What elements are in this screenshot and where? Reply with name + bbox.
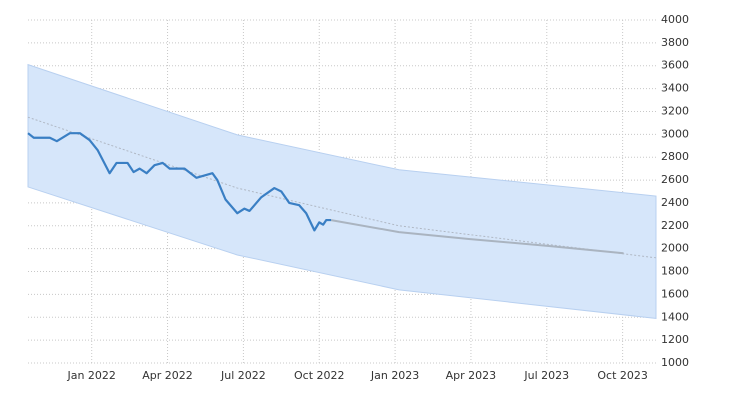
x-tick-label: Jan 2022 [66,369,115,382]
y-tick-label: 3000 [661,127,689,140]
x-tick-label: Oct 2022 [294,369,345,382]
y-tick-label: 3400 [661,82,689,95]
y-tick-label: 4000 [661,13,689,26]
y-tick-label: 2000 [661,242,689,255]
y-tick-label: 2200 [661,219,689,232]
y-tick-label: 3800 [661,36,689,49]
x-tick-label: Apr 2023 [446,369,497,382]
y-tick-label: 3200 [661,104,689,117]
y-tick-label: 2400 [661,196,689,209]
y-tick-label: 2600 [661,173,689,186]
y-tick-label: 3600 [661,59,689,72]
forecast-band [27,63,657,319]
forecast-line [330,219,624,255]
y-tick-label: 1200 [661,333,689,346]
data-line [27,132,332,232]
y-tick-label: 1400 [661,310,689,323]
y-tick-label: 2800 [661,150,689,163]
x-tick-label: Apr 2022 [142,369,193,382]
x-tick-label: Jan 2023 [370,369,419,382]
y-tick-label: 1000 [661,356,689,369]
y-tick-label: 1800 [661,265,689,278]
trend-line [27,116,657,259]
x-tick-label: Jul 2022 [220,369,266,382]
x-tick-label: Jul 2023 [523,369,569,382]
y-tick-label: 1600 [661,287,689,300]
x-tick-label: Oct 2023 [597,369,648,382]
